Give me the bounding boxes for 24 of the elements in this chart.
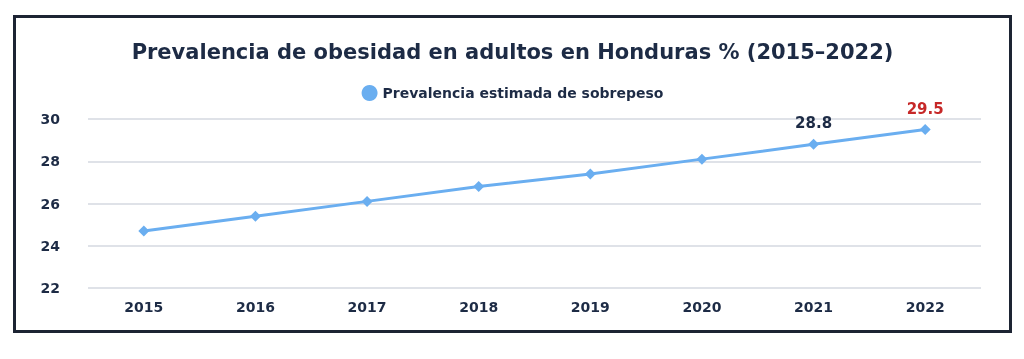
x-tick-label: 2020 bbox=[682, 299, 722, 315]
x-tick-label: 2018 bbox=[459, 299, 499, 315]
point bbox=[249, 210, 261, 222]
point bbox=[696, 153, 708, 165]
y-tick-label: 30 bbox=[40, 111, 61, 127]
y-tick-label: 28 bbox=[40, 153, 60, 170]
x-tick-label: 2022 bbox=[905, 299, 945, 315]
y-tick-label: 22 bbox=[40, 280, 60, 296]
data-label: 28.8 bbox=[795, 114, 833, 133]
y-tick-label: 26 bbox=[40, 195, 60, 212]
point bbox=[808, 138, 820, 150]
y-tick-label: 24 bbox=[40, 237, 61, 254]
x-tick-label: 2016 bbox=[235, 299, 275, 315]
point bbox=[361, 195, 373, 207]
x-tick-label: 2021 bbox=[794, 299, 834, 315]
data-label: 29.5 bbox=[906, 99, 944, 118]
x-tick-label: 2017 bbox=[347, 299, 387, 315]
point bbox=[473, 181, 485, 193]
legend-label: Prevalencia estimada de sobrepeso bbox=[382, 85, 664, 101]
x-tick-label: 2019 bbox=[570, 299, 610, 315]
x-tick-label: 2015 bbox=[124, 299, 164, 315]
point bbox=[138, 225, 150, 237]
point bbox=[919, 124, 931, 136]
chart-title: Prevalencia de obesidad en adultos en Honduras % (2015–2022) bbox=[131, 39, 894, 64]
